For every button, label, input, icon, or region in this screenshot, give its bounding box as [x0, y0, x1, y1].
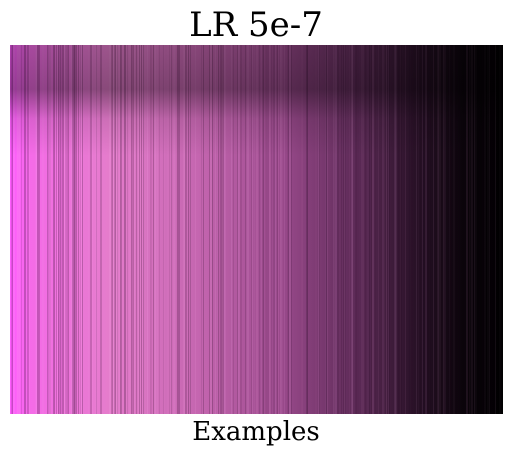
- x-axis-label: Examples: [192, 417, 320, 447]
- chart-title: LR 5e-7: [189, 5, 323, 45]
- heatmap-canvas: [10, 45, 503, 414]
- heatmap-plot-area: [10, 45, 503, 414]
- heatmap-top-shade: [10, 45, 503, 414]
